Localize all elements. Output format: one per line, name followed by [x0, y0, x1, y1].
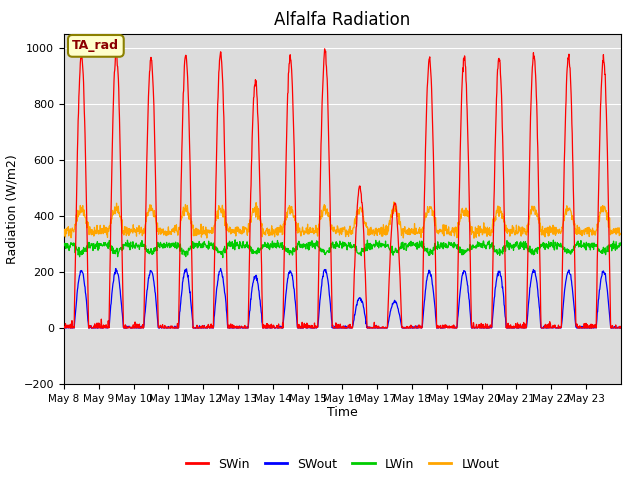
- LWout: [470, 235, 478, 241]
- LWin: [60, 240, 68, 246]
- LWin: [328, 241, 336, 247]
- LWout: [616, 230, 624, 236]
- LWin: [219, 255, 227, 261]
- LWout: [328, 222, 335, 228]
- SWout: [328, 325, 336, 331]
- Y-axis label: Radiation (W/m2): Radiation (W/m2): [5, 154, 18, 264]
- SWin: [317, 141, 325, 147]
- SWout: [148, 268, 156, 274]
- LWout: [317, 216, 325, 221]
- SWout: [217, 265, 225, 271]
- LWout: [390, 199, 397, 205]
- SWin: [474, 325, 481, 331]
- LWout: [474, 231, 482, 237]
- Line: SWin: SWin: [64, 49, 620, 328]
- LWin: [616, 240, 624, 246]
- Legend: SWin, SWout, LWin, LWout: SWin, SWout, LWin, LWout: [180, 453, 504, 476]
- SWin: [328, 300, 336, 305]
- LWin: [147, 246, 155, 252]
- SWin: [556, 325, 563, 331]
- SWout: [61, 325, 68, 331]
- Text: TA_rad: TA_rad: [72, 39, 119, 52]
- LWin: [474, 240, 482, 246]
- Line: LWout: LWout: [64, 202, 620, 238]
- SWin: [147, 55, 155, 60]
- SWout: [318, 282, 326, 288]
- SWout: [60, 325, 68, 331]
- LWout: [556, 226, 563, 232]
- SWout: [556, 324, 563, 330]
- LWin: [556, 243, 563, 249]
- Title: Alfalfa Radiation: Alfalfa Radiation: [275, 11, 410, 29]
- Line: LWin: LWin: [64, 240, 620, 258]
- SWin: [60, 325, 68, 331]
- SWout: [616, 325, 624, 331]
- SWin: [616, 325, 624, 331]
- SWin: [321, 46, 328, 52]
- LWin: [318, 247, 326, 252]
- SWin: [610, 325, 618, 331]
- LWout: [147, 202, 155, 208]
- LWout: [60, 233, 68, 239]
- SWout: [474, 325, 482, 331]
- X-axis label: Time: Time: [327, 407, 358, 420]
- LWout: [610, 226, 618, 231]
- LWin: [610, 245, 618, 251]
- SWout: [610, 325, 618, 331]
- Line: SWout: SWout: [64, 268, 620, 328]
- LWin: [231, 237, 239, 243]
